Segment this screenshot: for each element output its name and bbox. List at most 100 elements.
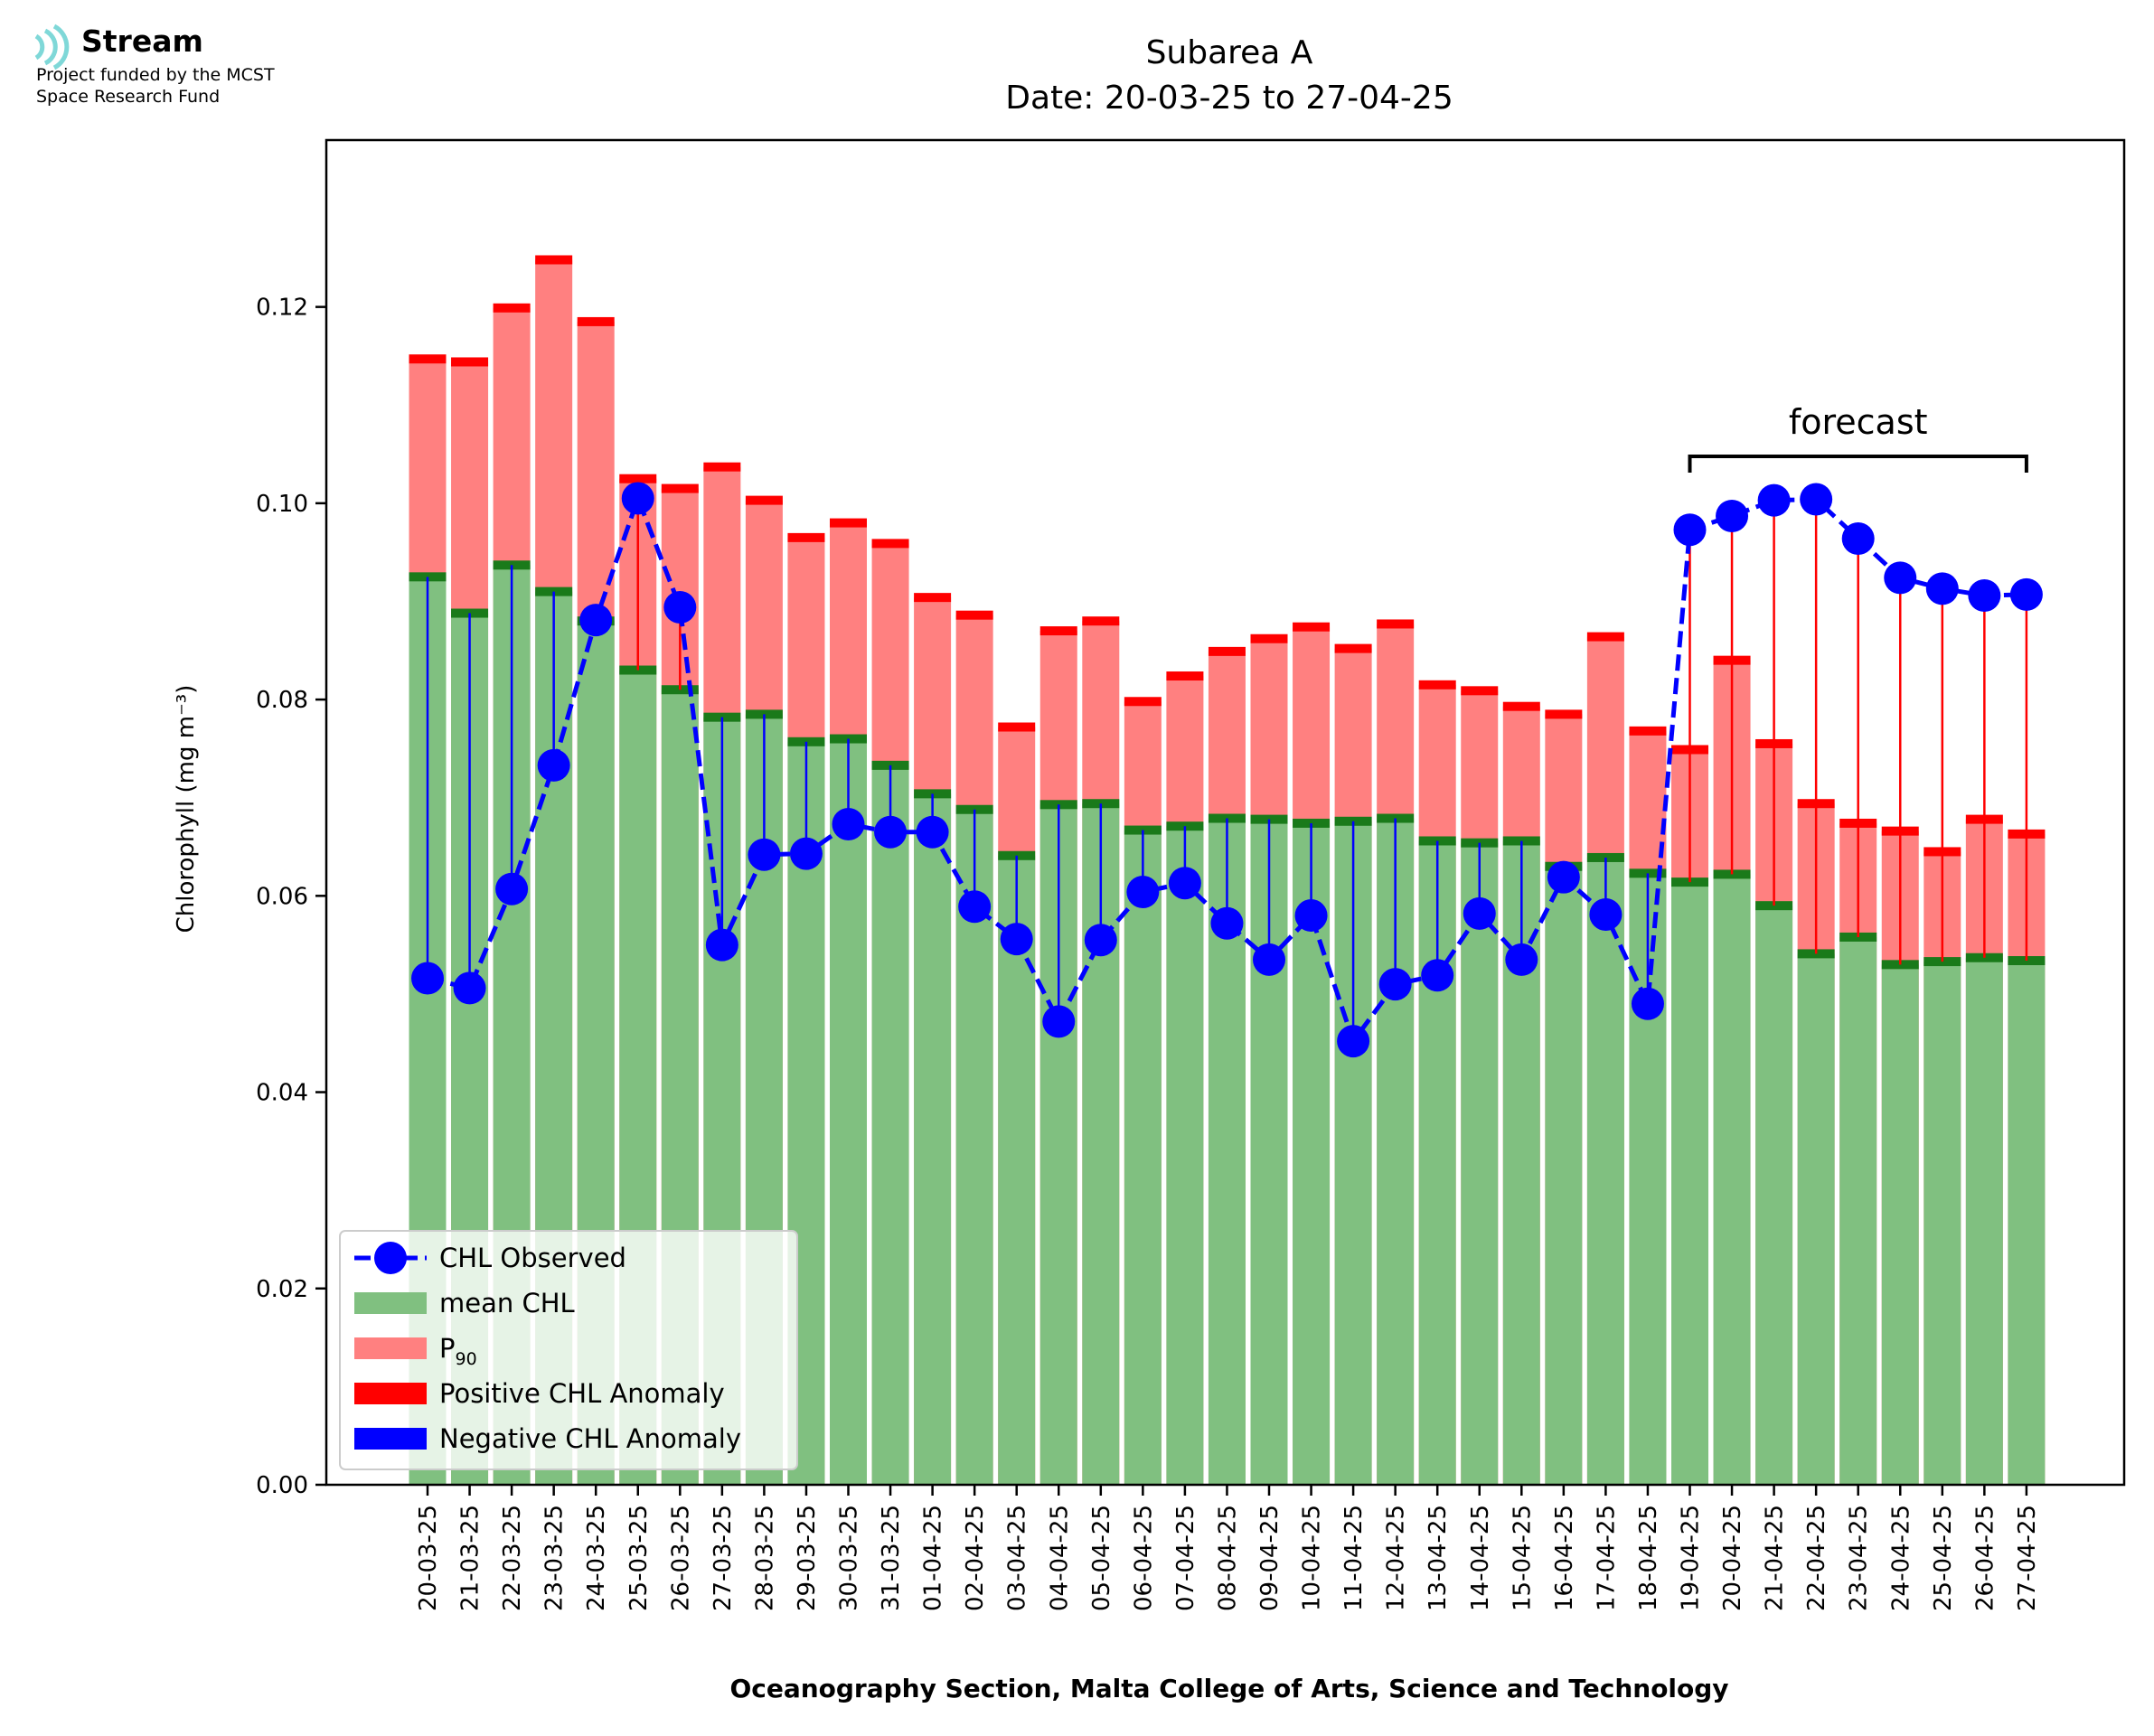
p90-bar-cap	[998, 722, 1036, 732]
observed-point	[958, 890, 992, 924]
anomaly-layer	[426, 498, 2028, 1042]
x-tick-label: 06-04-25	[1130, 1505, 1157, 1611]
mean-bar	[2008, 961, 2046, 1485]
observed-point	[1378, 968, 1412, 1001]
legend-marker-observed	[374, 1242, 407, 1274]
y-tick-label: 0.06	[256, 883, 308, 910]
observed-point	[1210, 906, 1244, 940]
observed-point	[1968, 578, 2001, 612]
mean-bar	[871, 765, 909, 1485]
x-tick-label: 02-04-25	[962, 1505, 989, 1611]
x-tick-label: 01-04-25	[920, 1505, 947, 1611]
x-tick-label: 26-04-25	[1971, 1505, 1999, 1611]
x-axis-label: Oceanography Section, Malta College of A…	[729, 1674, 1728, 1703]
p90-bar-cap	[409, 354, 447, 364]
legend-label: Positive CHL Anomaly	[439, 1378, 725, 1409]
p90-bar-cap	[535, 255, 573, 265]
plot-frame	[325, 138, 2126, 1487]
mean-bar	[1713, 874, 1751, 1485]
x-tick-label: 17-04-25	[1593, 1505, 1620, 1611]
observed-point	[1337, 1025, 1370, 1058]
x-tick-label: 10-04-25	[1299, 1505, 1326, 1611]
observed-point	[495, 872, 529, 906]
observed-point	[916, 815, 949, 849]
forecast-label: forecast	[1789, 402, 1928, 442]
x-tick-label: 03-04-25	[1004, 1505, 1031, 1611]
p90-bar-cap	[830, 518, 867, 528]
mean-bar	[1924, 962, 1961, 1485]
p90-bar-cap	[914, 593, 952, 603]
legend-swatch	[354, 1292, 427, 1314]
x-tick-label: 27-03-25	[710, 1505, 737, 1611]
p90-bar-cap	[1208, 646, 1246, 656]
x-tick-label: 28-03-25	[751, 1505, 778, 1611]
x-tick-label: 18-04-25	[1635, 1505, 1662, 1611]
mean-bar	[1797, 953, 1835, 1485]
x-tick-label: 21-04-25	[1762, 1505, 1789, 1611]
x-tick-label: 20-03-25	[415, 1505, 442, 1611]
p90-bar-cap	[745, 495, 783, 505]
x-tick-label: 07-04-25	[1172, 1505, 1199, 1611]
observed-point	[663, 590, 697, 624]
observed-point	[789, 837, 823, 870]
y-axis-label: Chlorophyll (mg m⁻³)	[173, 685, 200, 934]
legend-label: CHL Observed	[439, 1243, 626, 1273]
x-tick-label: 12-04-25	[1383, 1505, 1410, 1611]
y-tick-label: 0.08	[256, 687, 308, 714]
p90-bar-cap	[661, 483, 699, 493]
p90-bar-cap	[619, 474, 657, 483]
observed-point	[579, 604, 613, 637]
x-tick-label: 04-04-25	[1046, 1505, 1073, 1611]
y-tick-label: 0.12	[256, 295, 308, 322]
observed-point	[705, 928, 738, 962]
x-tick-label: 19-04-25	[1678, 1505, 1705, 1611]
p90-bar-cap	[1166, 671, 1204, 681]
mean-bar	[1545, 866, 1583, 1485]
x-tick-label: 23-03-25	[541, 1505, 569, 1611]
legend-label-subscript: 90	[456, 1349, 477, 1369]
y-tick-label: 0.04	[256, 1080, 308, 1107]
observed-point	[1042, 1005, 1076, 1038]
legend-label: Negative CHL Anomaly	[439, 1423, 741, 1454]
logo: Stream Project funded by the MCST Space …	[33, 23, 275, 107]
p90-bar-cap	[871, 539, 909, 549]
p90-bar-cap	[1039, 626, 1077, 636]
observed-point	[1547, 860, 1580, 894]
observed-point	[1631, 987, 1664, 1020]
mean-bar	[1965, 957, 2003, 1485]
observed-point	[1841, 521, 1875, 555]
observed-point	[1505, 943, 1538, 976]
observed-point	[1757, 483, 1791, 517]
observed-point	[1463, 896, 1496, 930]
x-tick-label: 13-04-25	[1425, 1505, 1452, 1611]
mean-bar	[1461, 842, 1499, 1485]
x-tick-label: 09-04-25	[1256, 1505, 1284, 1611]
x-tick-label: 22-04-25	[1803, 1505, 1830, 1611]
p90-bar-cap	[1377, 619, 1415, 629]
p90-bar-cap	[1250, 633, 1288, 643]
observed-point	[621, 482, 654, 515]
p90-bar-cap	[787, 532, 825, 542]
observed-point	[2009, 577, 2043, 611]
mean-bar	[914, 793, 952, 1485]
observed-point	[874, 815, 908, 849]
observed-point	[1084, 924, 1117, 957]
p90-bar-cap	[1545, 709, 1583, 719]
mean-bar	[1881, 964, 1919, 1485]
y-tick-label: 0.00	[256, 1472, 308, 1499]
legend-label: mean CHL	[439, 1288, 575, 1318]
mean-bar	[1839, 936, 1877, 1485]
chart-title: Subarea A	[1146, 34, 1313, 71]
p90-bar-cap	[577, 316, 615, 326]
observed-point	[748, 838, 781, 871]
x-tick-label: 25-03-25	[626, 1505, 653, 1611]
x-tick-label: 23-04-25	[1846, 1505, 1873, 1611]
logo-funding-line-2: Space Research Fund	[36, 87, 221, 107]
p90-bar-cap	[1502, 701, 1540, 711]
p90-bar-cap	[1629, 726, 1667, 736]
chart-subtitle: Date: 20-03-25 to 27-04-25	[1005, 80, 1453, 117]
x-tick-label: 24-04-25	[1887, 1505, 1914, 1611]
observed-point	[537, 748, 570, 782]
p90-bar-cap	[703, 462, 741, 472]
